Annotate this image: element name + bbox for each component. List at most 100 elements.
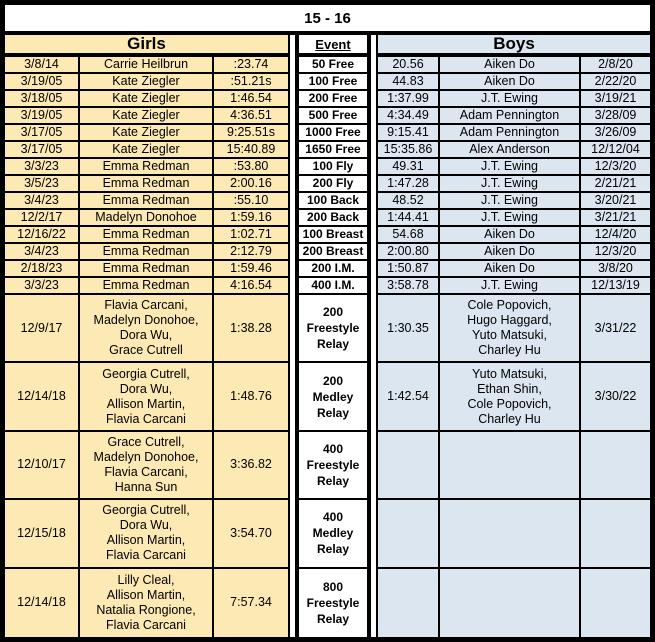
cell-girls-date: 2/18/23 [5, 261, 80, 278]
cell-girls-date: 3/4/23 [5, 193, 80, 210]
cell-girls-date: 3/19/05 [5, 74, 80, 91]
gutter-column [371, 500, 376, 569]
cell-boys-name: Alex Anderson [440, 142, 581, 159]
cell-girls-time: 1:02.71 [214, 227, 290, 244]
cell-boys-date: 2/8/20 [581, 57, 650, 74]
gutter-column [290, 108, 295, 125]
cell-girls-time: 1:48.76 [214, 363, 290, 432]
cell-event: 200 Fly [295, 176, 371, 193]
cell-girls-name: Kate Ziegler [80, 74, 214, 91]
cell-girls-date: 3/3/23 [5, 159, 80, 176]
cell-boys-time: 1:37.99 [376, 91, 440, 108]
relay-name-line: Allison Martin, [106, 533, 186, 548]
cell-boys-date: 12/3/20 [581, 244, 650, 261]
cell-girls-date: 3/17/05 [5, 125, 80, 142]
gutter-column [371, 193, 376, 210]
cell-girls-time: :51.21s [214, 74, 290, 91]
cell-girls-name: Emma Redman [80, 176, 214, 193]
cell-boys-relay-names [440, 431, 581, 501]
cell-boys-name: Aiken Do [440, 244, 581, 261]
cell-event: 400 Medley Relay [295, 500, 371, 569]
cell-girls-date: 12/16/22 [5, 227, 80, 244]
gutter-column [290, 176, 295, 193]
cell-event: 200 Breast [295, 244, 371, 261]
cell-boys-time [376, 500, 440, 569]
relay-name-line: Dora Wu, [119, 381, 173, 396]
relay-name-line: Dora Wu, [119, 328, 173, 343]
cell-girls-time: 7:57.34 [214, 568, 290, 637]
gutter-column [290, 244, 295, 261]
cell-boys-time: 49.31 [376, 159, 440, 176]
cell-event: 500 Free [295, 108, 371, 125]
cell-boys-name: Adam Pennington [440, 108, 581, 125]
cell-girls-date: 3/17/05 [5, 142, 80, 159]
gutter-column [290, 261, 295, 278]
gutter-column [371, 568, 376, 637]
girls-header: Girls [5, 35, 290, 57]
relay-name-line: Grace Cutrell [109, 343, 183, 358]
cell-girls-relay-names: Flavia Carcani, Madelyn Donohoe, Dora Wu, G… [80, 295, 214, 364]
cell-boys-time: 1:42.54 [376, 363, 440, 432]
cell-boys-date: 2/22/20 [581, 74, 650, 91]
cell-girls-time: 1:46.54 [214, 91, 290, 108]
relay-name-line: Charley Hu [478, 343, 541, 358]
cell-boys-time: 15:35.86 [376, 142, 440, 159]
cell-girls-time: 9:25.51s [214, 125, 290, 142]
relay-name-line: Georgia Cutrell, [102, 503, 190, 518]
cell-boys-relay-names [440, 568, 581, 637]
cell-event: 400 I.M. [295, 278, 371, 295]
cell-boys-date: 3/21/21 [581, 210, 650, 227]
event-name-line: Medley [312, 526, 354, 541]
cell-girls-date: 3/3/23 [5, 278, 80, 295]
cell-event: 200 Medley Relay [295, 363, 371, 432]
relay-name-line: Cole Popovich, [467, 396, 552, 411]
cell-girls-time: 3:54.70 [214, 500, 290, 569]
cell-event: 100 Free [295, 74, 371, 91]
gutter-column [371, 227, 376, 244]
relay-name-line: Ethan Shin, [477, 381, 542, 396]
cell-girls-name: Emma Redman [80, 244, 214, 261]
cell-boys-time [376, 568, 440, 637]
cell-boys-relay-names: Yuto Matsuki, Ethan Shin, Cole Popovich, Ch… [440, 363, 581, 432]
cell-girls-name: Emma Redman [80, 261, 214, 278]
event-name-line: Relay [316, 473, 350, 488]
cell-girls-date: 3/18/05 [5, 91, 80, 108]
cell-boys-time: 1:50.87 [376, 261, 440, 278]
relay-name-line: Madelyn Donohoe, [93, 313, 199, 328]
event-name-line: 400 [322, 441, 344, 456]
cell-boys-date [581, 568, 650, 637]
cell-boys-date: 2/21/21 [581, 176, 650, 193]
relay-name-line: Flavia Carcani [106, 411, 186, 426]
event-name-line: Freestyle [306, 457, 360, 472]
cell-girls-name: Kate Ziegler [80, 125, 214, 142]
cell-boys-name: J.T. Ewing [440, 193, 581, 210]
gutter-column [371, 431, 376, 501]
cell-boys-time: 44.83 [376, 74, 440, 91]
gutter-column [290, 431, 295, 501]
cell-boys-name: Aiken Do [440, 57, 581, 74]
gutter-column [371, 74, 376, 91]
cell-boys-time: 2:00.80 [376, 244, 440, 261]
relay-name-line: Lilly Cleal, [117, 572, 175, 587]
event-name-line: Relay [316, 542, 350, 557]
relay-name-line: Yuto Matsuki, [471, 366, 548, 381]
gutter-column [371, 91, 376, 108]
cell-boys-name: J.T. Ewing [440, 91, 581, 108]
records-grid: 15 - 16 Girls Event Boys 3/8/14 Carrie He… [5, 5, 650, 637]
gutter-column [371, 159, 376, 176]
gutter-column [371, 142, 376, 159]
relay-name-line: Charley Hu [478, 411, 541, 426]
event-name-line: Freestyle [306, 595, 360, 610]
event-name-line: 200 [322, 305, 344, 320]
event-name-line: Relay [316, 337, 350, 352]
cell-girls-time: 3:36.82 [214, 431, 290, 501]
cell-boys-time: 1:47.28 [376, 176, 440, 193]
cell-girls-time: 4:16.54 [214, 278, 290, 295]
relay-name-line: Madelyn Donohoe, [93, 449, 199, 464]
relay-name-line: Flavia Carcani, [104, 464, 188, 479]
cell-girls-date: 3/4/23 [5, 244, 80, 261]
gutter-column [290, 363, 295, 432]
cell-girls-time: 1:59.16 [214, 210, 290, 227]
event-name-line: 800 [322, 579, 344, 594]
cell-event: 100 Fly [295, 159, 371, 176]
